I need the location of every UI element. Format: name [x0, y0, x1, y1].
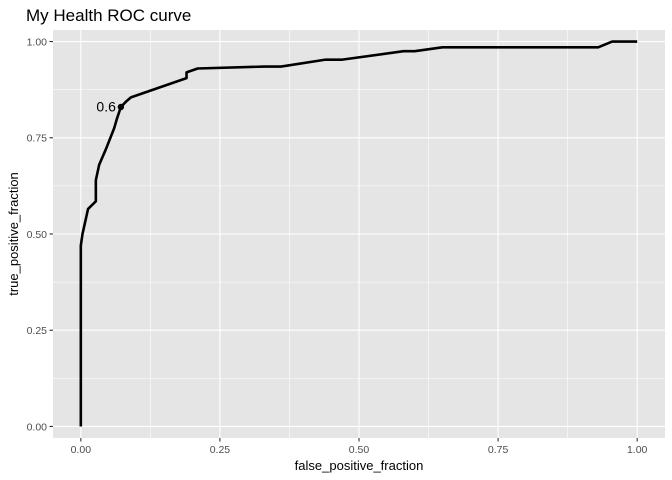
x-axis-label: false_positive_fraction	[295, 458, 424, 473]
y-axis-label: true_positive_fraction	[6, 172, 21, 296]
cutoff-point	[117, 103, 125, 111]
x-tick-label: 0.00	[71, 444, 92, 456]
chart-title: My Health ROC curve	[26, 6, 191, 25]
x-tick-label: 0.75	[488, 444, 509, 456]
x-tick-label: 0.50	[349, 444, 370, 456]
x-axis-ticks: 0.00 0.25 0.50 0.75 1.00	[71, 438, 648, 456]
x-tick-label: 0.25	[210, 444, 231, 456]
cutoff-label: 0.6	[96, 98, 116, 114]
y-tick-label: 0.25	[27, 325, 48, 337]
annotations: 0.6	[96, 98, 125, 114]
major-grid	[53, 30, 665, 438]
x-tick-label: 1.00	[627, 444, 648, 456]
y-axis-ticks: 0.00 0.25 0.50 0.75 1.00	[27, 36, 53, 433]
y-tick-label: 0.50	[27, 229, 48, 241]
y-tick-label: 0.75	[27, 133, 48, 145]
roc-curve-line	[79, 40, 638, 427]
y-tick-label: 1.00	[27, 36, 48, 48]
y-tick-label: 0.00	[27, 421, 48, 433]
